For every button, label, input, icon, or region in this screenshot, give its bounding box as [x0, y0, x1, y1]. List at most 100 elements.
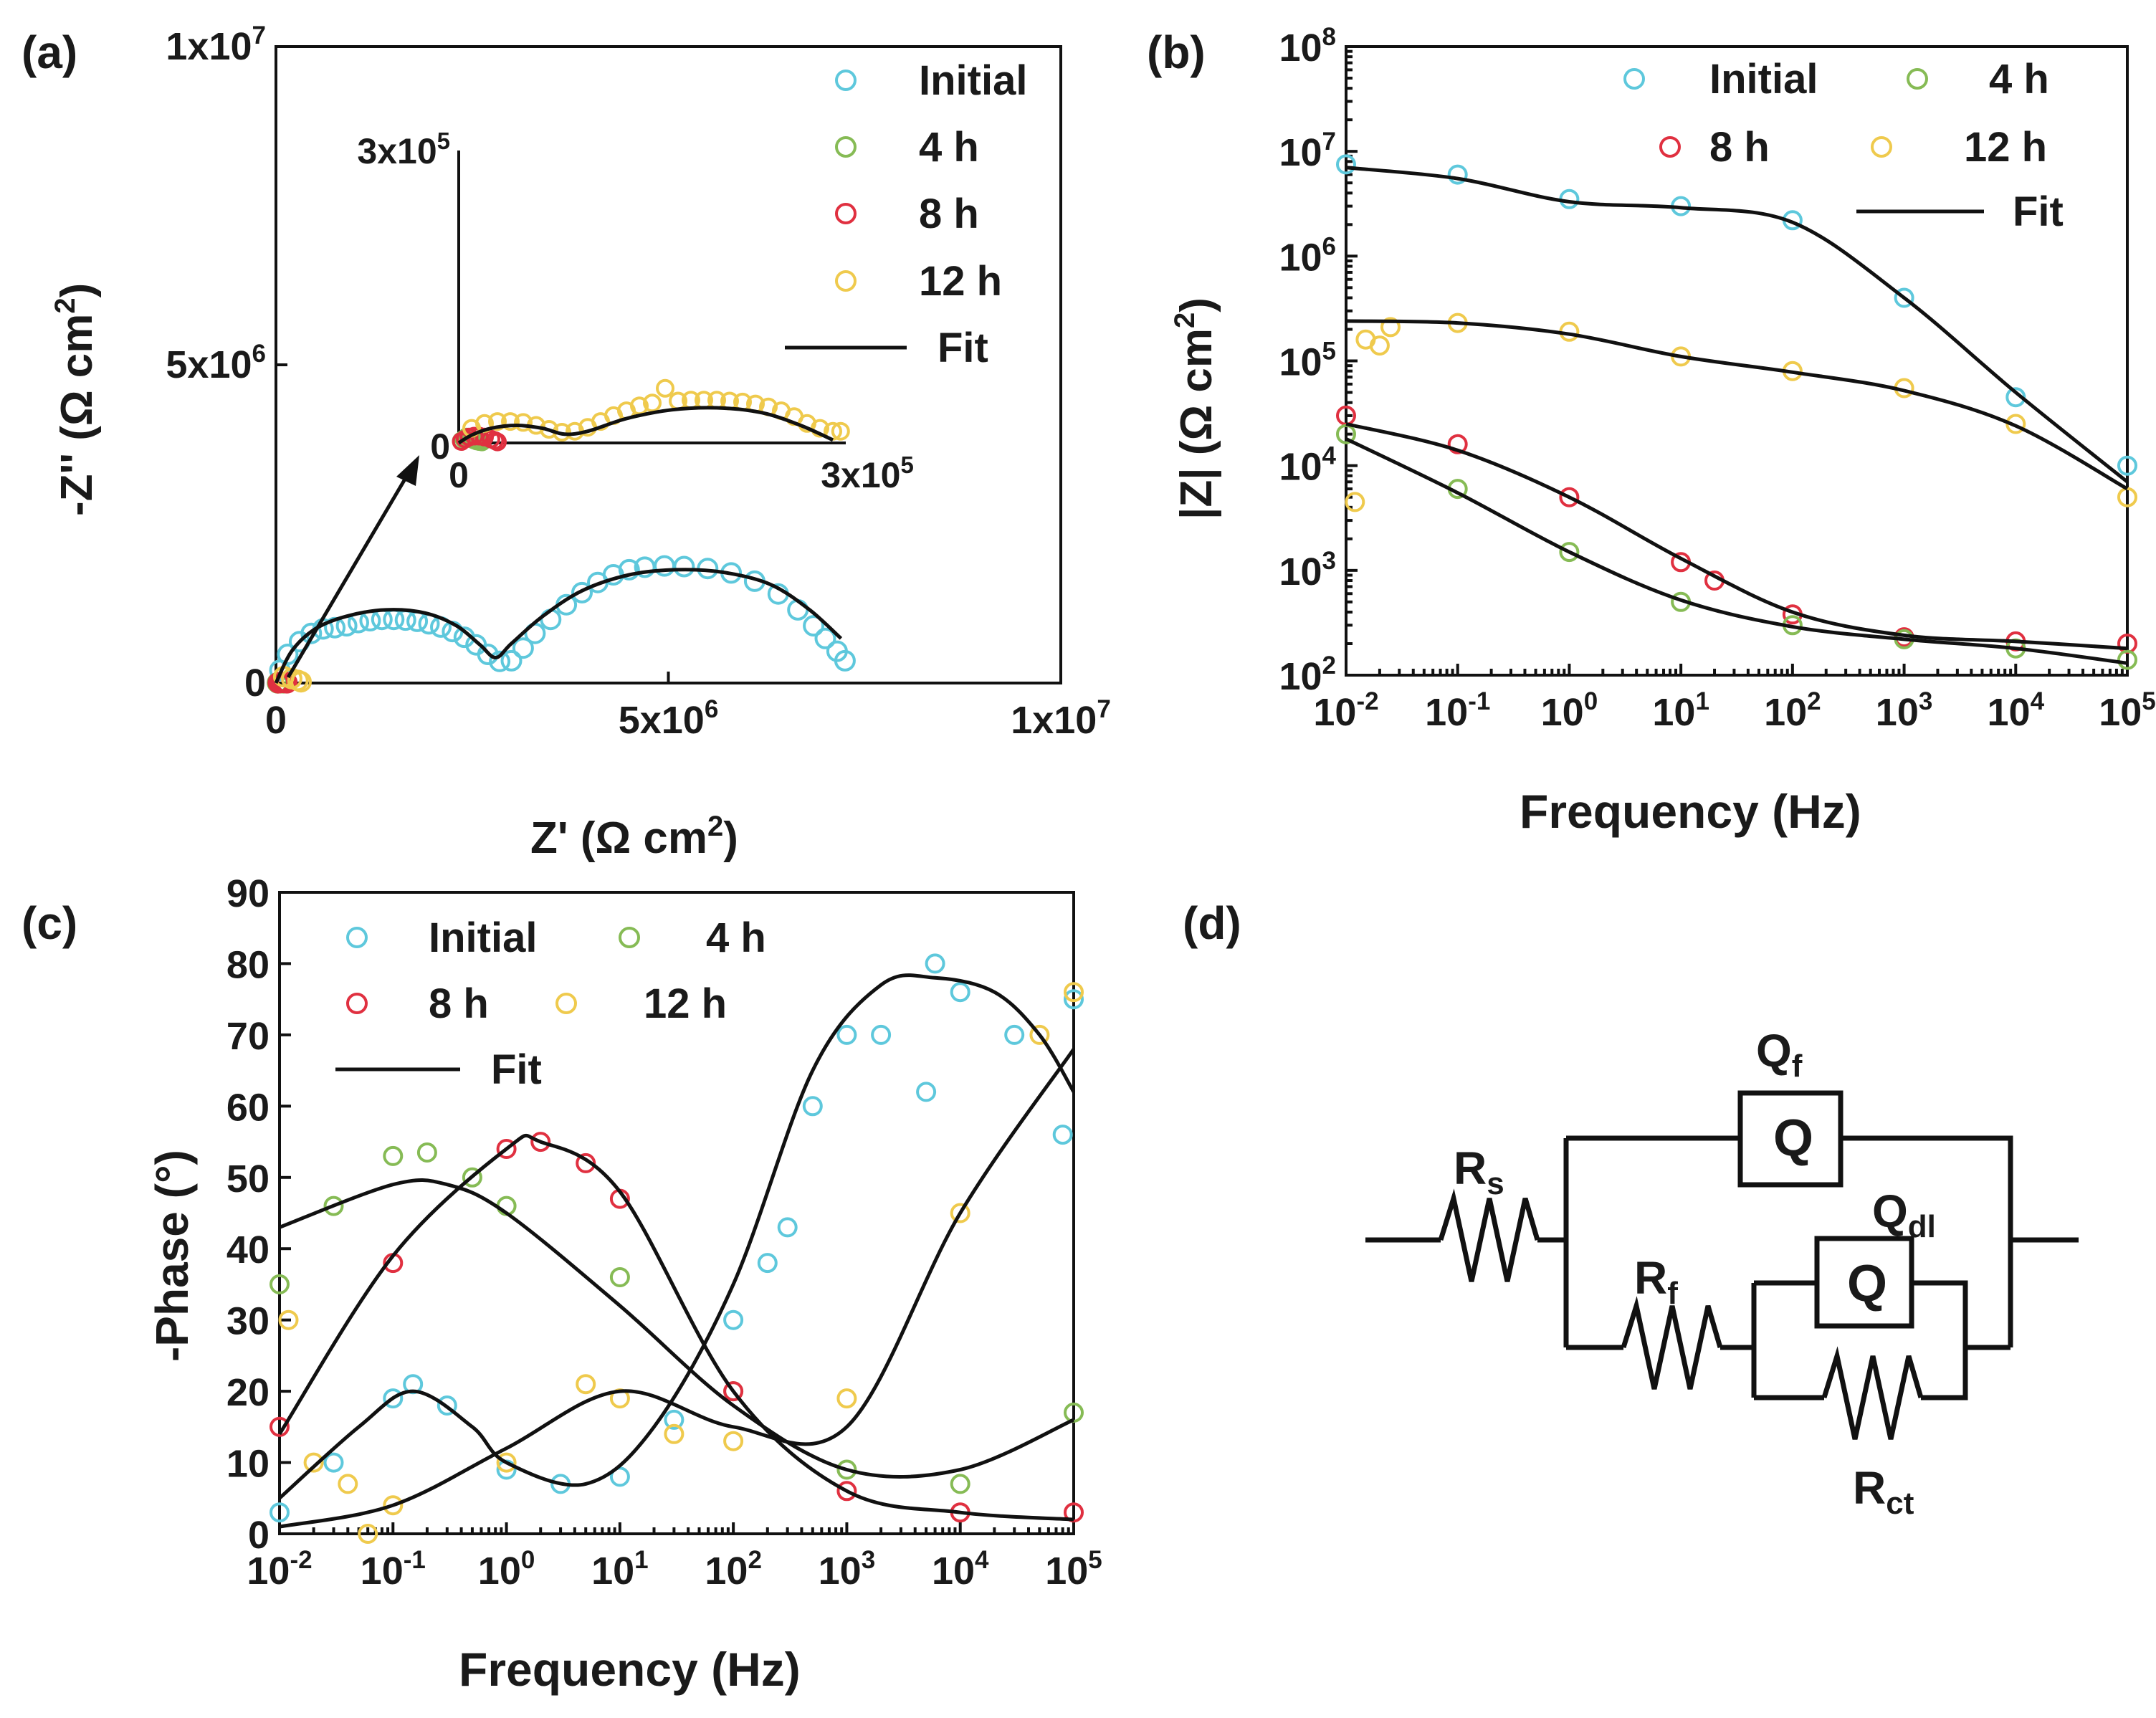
c-fit-12-h-line	[279, 1048, 1076, 1529]
b-point-12-h-2	[1369, 335, 1390, 356]
legend-b-12h: 12 h	[1964, 124, 2047, 171]
b-point-8-h-1	[1447, 434, 1468, 454]
label-qdl-main: Q	[1872, 1185, 1908, 1237]
c-xtick-label-6: 104	[932, 1546, 989, 1593]
a-xtick-label-1: 5x106	[619, 695, 719, 742]
label-qdl-sub: dl	[1908, 1209, 1936, 1244]
c-point-12-h-6	[576, 1374, 596, 1395]
b-point-8-h-2	[1559, 487, 1580, 507]
b-fit-8-h-line	[1345, 422, 2128, 651]
c-point-initial-16	[925, 953, 945, 974]
a-point-12-h-3	[290, 671, 312, 693]
c-point-8-h-4	[576, 1153, 596, 1173]
label-rf: Rf	[1634, 1252, 1678, 1311]
xlabel-a-close: )	[723, 813, 738, 863]
resistor-rct	[1821, 1346, 1924, 1440]
c-fit-4-h-line	[279, 1178, 1075, 1479]
c-point-initial-8	[664, 1409, 685, 1430]
svg-text:-Z'' (Ω cm2): -Z'' (Ω cm2)	[49, 283, 102, 516]
c-point-4-h-4	[462, 1167, 482, 1188]
b-ytick-label-2: 104	[1279, 442, 1336, 489]
nyquist-markers	[267, 555, 856, 694]
legend-a-marker-initial	[835, 70, 857, 91]
c-point-12-h-12	[1029, 1024, 1050, 1045]
c-point-initial-1	[323, 1452, 344, 1473]
c-xtick-label-7: 105	[1045, 1546, 1102, 1593]
c-ytick-label-8: 80	[226, 943, 270, 986]
cpe-qdl-symbol: Q	[1847, 1255, 1887, 1312]
wire-inner-top-right	[1912, 1280, 2010, 1350]
inset-fit-lines	[457, 406, 834, 445]
c-ytick-label-2: 20	[226, 1371, 270, 1414]
c-point-12-h-3	[358, 1524, 378, 1544]
b-fit-4-h-line	[1345, 437, 2128, 665]
c-ytick-label-4: 40	[226, 1228, 270, 1271]
c-point-initial-18	[1004, 1024, 1025, 1045]
bode-phase-panel: 10-2 10-1 100 101 102 103 104 105 0 10 20 30 40 50 60 7…	[146, 872, 1102, 1696]
c-point-8-h-0	[270, 1416, 290, 1437]
c-point-4-h-8	[836, 1459, 857, 1480]
legend-c-12h: 12 h	[644, 980, 727, 1027]
ylabel-a-main: -Z'' (Ω cm	[52, 314, 102, 516]
legend-b-marker-4h	[1907, 68, 1928, 90]
legend-b-marker-8h	[1659, 136, 1681, 158]
zoom-arrowhead	[396, 455, 419, 486]
c-point-4-h-6	[609, 1267, 630, 1287]
legend-a-8h: 8 h	[919, 191, 979, 237]
b-xtick-label-1: 10-1	[1425, 687, 1490, 734]
inset-plot: 0 3x105 0 3x105	[357, 128, 913, 495]
legend-a: Initial 4 h 8 h 12 h Fit	[785, 57, 1027, 371]
c-point-12-h-8	[664, 1423, 685, 1444]
legend-a-4h: 4 h	[919, 124, 979, 171]
a-point-initial-21	[512, 637, 534, 659]
c-point-8-h-7	[836, 1481, 857, 1502]
c-point-12-h-0	[278, 1309, 299, 1330]
label-rct: Rct	[1853, 1462, 1914, 1521]
c-xtick-label-1: 10-1	[361, 1546, 426, 1593]
c-point-8-h-3	[530, 1132, 551, 1153]
legend-a-marker-12h	[835, 270, 857, 292]
inset-markers	[452, 378, 850, 452]
c-point-initial-15	[916, 1082, 937, 1102]
c-point-12-h-5	[496, 1452, 517, 1473]
label-rct-main: R	[1853, 1462, 1886, 1514]
label-rs-main: R	[1454, 1142, 1487, 1194]
c-point-initial-9	[723, 1309, 744, 1330]
inset-xtick-label-1: 3x105	[821, 452, 914, 495]
c-point-initial-10	[757, 1253, 778, 1274]
legend-b-initial: Initial	[1709, 56, 1818, 102]
legend-c-4h: 4 h	[706, 915, 766, 961]
nyquist-fit-lines	[274, 568, 843, 684]
c-point-initial-19	[1052, 1125, 1073, 1145]
a-xtick-label-0: 0	[265, 699, 287, 742]
a-point-initial-40	[834, 649, 856, 672]
c-point-initial-13	[836, 1024, 857, 1045]
panel-label-b: (b)	[1147, 27, 1206, 78]
inset-point-12-h-3	[501, 412, 520, 431]
legend-c-fit: Fit	[491, 1046, 542, 1093]
a-point-initial-19	[489, 650, 511, 672]
label-rf-sub: f	[1667, 1276, 1678, 1311]
b-xtick-label-3: 101	[1652, 687, 1709, 734]
c-point-8-h-9	[1064, 1502, 1084, 1523]
b-point-12-h-3	[1380, 317, 1401, 338]
plot-frame-c	[278, 891, 1075, 1535]
c-ytick-label-5: 50	[226, 1158, 270, 1201]
c-fit-8-h-line	[277, 1133, 1074, 1522]
c-ytick-label-6: 60	[226, 1086, 270, 1129]
b-point-initial-5	[1894, 287, 1914, 308]
b-xtick-label-2: 100	[1541, 687, 1598, 734]
ylabel-b-close: )	[1172, 297, 1221, 312]
b-xtick-label-0: 10-2	[1313, 687, 1378, 734]
a-point-initial-37	[803, 615, 825, 637]
c-xtick-label-4: 102	[705, 1546, 762, 1593]
legend-a-12h: 12 h	[919, 258, 1002, 305]
inset-point-12-h-15	[656, 378, 674, 398]
b-fit-12-h-line	[1345, 319, 2129, 491]
inset-fit-12-h-line	[457, 406, 834, 445]
a-ytick-label-0: 0	[244, 662, 266, 705]
c-ytick-label-3: 30	[226, 1300, 270, 1343]
a-point-initial-36	[787, 598, 809, 621]
xlabel-b: Frequency (Hz)	[1520, 785, 1861, 838]
c-point-4-h-0	[270, 1274, 290, 1294]
